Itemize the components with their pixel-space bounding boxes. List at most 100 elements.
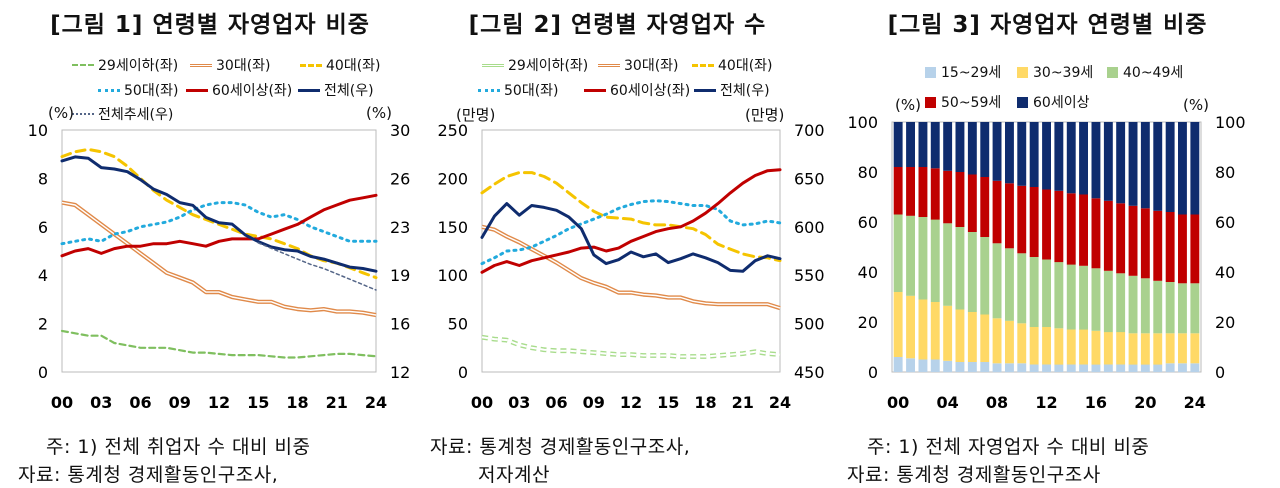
- fig3-bar-2014-series-4: [1066, 193, 1076, 265]
- fig3-bar-2011-series-1: [1029, 364, 1039, 372]
- fig3-bar-2010-series-5: [1017, 122, 1027, 186]
- fig3-bar-2021-series-3: [1153, 280, 1163, 334]
- fig3-bar-2001-series-5: [906, 122, 915, 167]
- fig3-ytick-left: 20: [858, 313, 878, 332]
- fig3-bar-2018-series-5: [1116, 122, 1126, 204]
- fig3-bar-2023-series-2: [1178, 333, 1187, 364]
- fig1-xtick: 21: [326, 393, 348, 412]
- fig3-bar-2017-series-4: [1103, 200, 1113, 271]
- fig3-bar-2017-series-5: [1103, 122, 1113, 201]
- fig2-source: 자료: 통계청 경제활동인구조사,: [430, 436, 691, 458]
- fig3-bar-2013-series-1: [1054, 364, 1064, 372]
- fig3-bar-2008-series-2: [992, 318, 1002, 364]
- fig3-bar-2007-series-2: [980, 314, 990, 362]
- fig1-ytick-right: 26: [390, 169, 410, 188]
- fig2-ytick-left: 200: [437, 169, 468, 188]
- fig2-source-2: 저자계산: [478, 464, 550, 486]
- legend-fig2-40: 40대(좌): [692, 55, 773, 75]
- fig3-bar-2002-series-4: [918, 167, 928, 217]
- fig2-xtick: 06: [545, 393, 567, 412]
- fig2-ytick-left: 250: [437, 121, 468, 140]
- fig3-bar-2013-series-2: [1054, 328, 1064, 365]
- fig3-bar-2001-series-4: [906, 167, 915, 216]
- fig3-bar-2021-series-4: [1153, 210, 1163, 281]
- fig1-series-4-line: [60, 201, 378, 246]
- fig3-bar-2024-series-2: [1190, 333, 1200, 364]
- fig1-series-7-line: [257, 242, 377, 291]
- fig3-note: 주: 1) 전체 자영업자 수 대비 비중: [867, 436, 1150, 458]
- fig1-ytick-right: 23: [390, 218, 410, 237]
- fig2-ytick-left: 100: [437, 266, 468, 285]
- fig2-xtick: 09: [583, 393, 605, 412]
- legend-fig2-30: 30대(좌): [598, 55, 679, 75]
- fig2-unit-left: (만명): [456, 106, 496, 124]
- fig1-series-2-line: [61, 200, 377, 318]
- fig3-bar-2006-series-2: [967, 312, 977, 362]
- fig3-bar-2014-series-1: [1066, 364, 1076, 372]
- fig1-xtick: 12: [208, 393, 230, 412]
- fig2-xtick: 18: [694, 393, 716, 412]
- figure-3-panel: [그림 3] 자영업자 연령별 비중 15~29세 30~39세 40~49세 …: [815, 0, 1280, 488]
- fig3-bar-2016-series-5: [1091, 122, 1101, 199]
- fig3-bar-2009-series-3: [1005, 248, 1014, 321]
- fig2-plot-frame: [481, 129, 781, 373]
- fig3-bar-2015-series-1: [1079, 364, 1088, 372]
- fig3-bar-2005-series-4: [955, 172, 965, 227]
- fig1-series-5-line: [60, 193, 378, 258]
- fig3-bar-2006-series-4: [967, 174, 977, 232]
- fig3-bar-2011-series-5: [1029, 122, 1039, 187]
- fig3-bar-2019-series-1: [1128, 364, 1138, 372]
- fig3-bar-2005-series-5: [955, 122, 965, 172]
- fig3-ytick-right: 0: [1215, 363, 1225, 382]
- fig3-ytick-left: 100: [847, 113, 878, 132]
- fig3-ytick-left: 80: [858, 163, 878, 182]
- fig3-bar-2024-series-5: [1190, 122, 1200, 215]
- fig1-series-2-line-inner: [61, 201, 377, 316]
- fig3-ytick-left: 40: [858, 263, 878, 282]
- fig3-bar-2010-series-3: [1017, 253, 1027, 324]
- fig2-xtick: 24: [769, 393, 791, 412]
- fig3-bar-2010-series-1: [1017, 363, 1027, 373]
- fig3-bar-2000-series-3: [893, 214, 903, 292]
- fig2-ytick-left: 0: [458, 363, 468, 382]
- legend-fig3-15: 15~29세: [925, 62, 1001, 82]
- legend-fig2-29: 29세이하(좌): [482, 55, 588, 75]
- fig2-ytick-right: 700: [794, 121, 825, 140]
- fig3-xtick: 12: [1035, 393, 1057, 412]
- fig3-bar-2020-series-1: [1140, 364, 1150, 372]
- fig3-bar-2012-series-4: [1042, 189, 1051, 260]
- fig3-ytick-left: 60: [858, 213, 878, 232]
- fig3-ytick-left: 0: [868, 363, 878, 382]
- fig2-ytick-right: 650: [794, 169, 825, 188]
- fig3-bar-2021-series-2: [1153, 333, 1163, 365]
- fig1-ytick-left: 10: [28, 121, 48, 140]
- fig3-bar-2024-series-1: [1190, 363, 1200, 373]
- fig3-ytick-right: 80: [1215, 163, 1235, 182]
- fig3-xtick: 16: [1085, 393, 1107, 412]
- fig1-xtick: 00: [51, 393, 73, 412]
- fig3-bar-2023-series-3: [1178, 283, 1187, 334]
- fig1-plot-frame: [61, 129, 377, 373]
- legend-fig1-trend: 전체추세(우): [72, 104, 173, 124]
- fig1-ytick-left: 0: [38, 363, 48, 382]
- fig3-bar-2012-series-2: [1042, 327, 1051, 365]
- fig3-bar-2014-series-3: [1066, 264, 1076, 330]
- fig3-xtick: 00: [887, 393, 909, 412]
- fig1-ytick-right: 19: [390, 266, 410, 285]
- fig3-bar-2002-series-3: [918, 217, 928, 300]
- fig1-xtick: 09: [169, 393, 191, 412]
- fig2-xtick: 12: [620, 393, 642, 412]
- fig1-xtick: 24: [365, 393, 387, 412]
- fig2-ytick-right: 600: [794, 218, 825, 237]
- fig3-bar-2015-series-4: [1079, 194, 1088, 266]
- fig1-xtick: 06: [129, 393, 151, 412]
- fig1-ytick-right: 30: [390, 121, 410, 140]
- fig3-bar-2019-series-5: [1128, 122, 1138, 206]
- fig3-ytick-right: 40: [1215, 263, 1235, 282]
- fig2-series-1-line-inner: [481, 336, 781, 358]
- figure-3-title: [그림 3] 자영업자 연령별 비중: [887, 12, 1208, 38]
- fig3-bar-2000-series-4: [893, 167, 903, 215]
- fig3-xtick: 20: [1134, 393, 1156, 412]
- fig3-bar-2022-series-4: [1165, 212, 1175, 282]
- fig3-bar-2010-series-2: [1017, 323, 1027, 364]
